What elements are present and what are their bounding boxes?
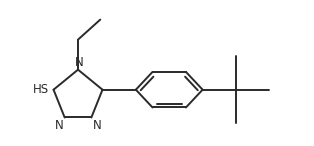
Text: N: N (55, 119, 63, 132)
Text: N: N (93, 119, 101, 132)
Text: HS: HS (33, 83, 49, 96)
Text: N: N (75, 55, 84, 69)
